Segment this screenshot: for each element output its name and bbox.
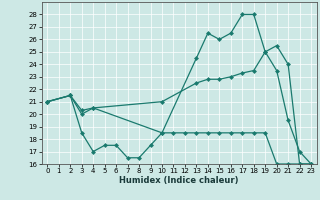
X-axis label: Humidex (Indice chaleur): Humidex (Indice chaleur) [119,176,239,185]
